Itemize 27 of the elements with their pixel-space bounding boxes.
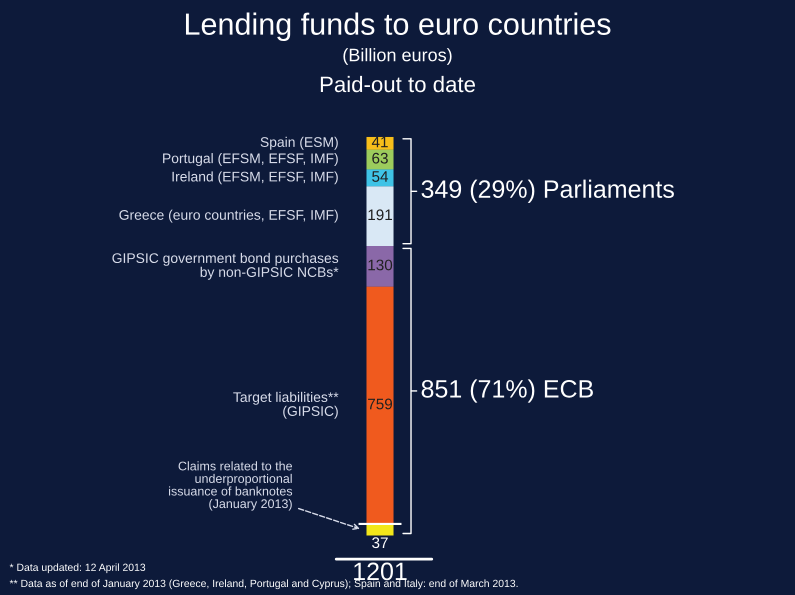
text: ** Data as of end of January 2013 (Greece, Ireland, Portugal and Cyprus); Spain and Italy: end of March 2013. [10,579,518,590]
chart-subtitle: (Billion euros) [343,48,452,65]
data-label: 54 [372,171,388,182]
bar [366,286,394,524]
bar [366,246,394,287]
text: 1201 [354,562,407,580]
text: Greece (euro countries, EFSF, IMF) [119,210,338,223]
bar [366,186,394,246]
data-label: 41 [372,136,388,148]
bar [366,150,394,170]
text: GIPSIC government bond purchases by non-GIPSIC NCBs* [112,252,338,280]
bar [366,524,394,536]
data-label: 130 [368,260,392,270]
text: Spain (ESM) [260,136,338,150]
data-label: 63 [372,152,388,164]
data-label: 37 [372,537,388,548]
data-label: 191 [368,209,392,220]
text: Target liabilities** (GIPSIC) [233,392,338,419]
text: Portugal (EFSM, EFSF, IMF) [163,153,338,166]
data-label: 759 [368,398,392,410]
text: Paid-out to date [320,76,475,92]
text: * Data updated: 12 April 2013 [10,563,146,574]
text: Ireland (EFSM, EFSF, IMF) [172,171,338,184]
text: 851 (71%) ECB [422,379,593,403]
text: Claims related to the underproportional issuance of banknotes (January 2013) [169,461,292,511]
chart-title: Lending funds to euro countries [186,12,610,42]
text: 349 (29%) Parliaments [422,180,674,203]
